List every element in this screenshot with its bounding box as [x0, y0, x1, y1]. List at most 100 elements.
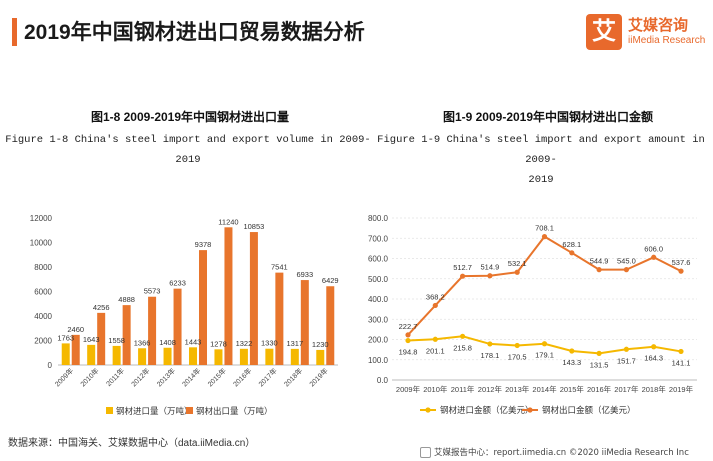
import-value-label: 1278 — [210, 339, 227, 348]
y-tick-label: 8000 — [34, 263, 52, 272]
x-tick-label: 2016年 — [587, 384, 612, 394]
y-tick-label: 800.0 — [368, 214, 389, 223]
logo-name-en: iiMedia Research — [628, 35, 706, 46]
export-bar — [300, 280, 309, 365]
export-value-label: 5573 — [144, 287, 161, 296]
export-amount-point — [623, 267, 630, 273]
export-amount-point — [678, 268, 684, 274]
export-amount-label: 708.1 — [535, 224, 554, 233]
import-value-label: 1408 — [159, 338, 176, 347]
export-value-label: 6429 — [322, 276, 339, 285]
import-amount-label: 178.1 — [481, 351, 500, 360]
line-chart-subtitle: Figure 1-9 China's steel import and expo… — [360, 130, 713, 190]
export-amount-point — [596, 267, 602, 273]
import-amount-point — [569, 348, 575, 354]
export-amount-point — [569, 250, 575, 256]
import-amount-point — [651, 344, 657, 350]
x-tick-label: 2019年 — [669, 384, 694, 394]
bar-chart-subtitle: Figure 1-8 China's steel import and expo… — [2, 130, 374, 170]
export-amount-point — [460, 273, 466, 279]
x-tick-label: 2015年 — [560, 384, 585, 394]
import-bar — [214, 349, 223, 365]
import-amount-label: 164.3 — [644, 354, 663, 363]
data-source: 数据来源：中国海关、艾媒数据中心（data.iiMedia.cn） — [8, 438, 256, 449]
export-amount-label: 628.1 — [562, 240, 581, 249]
legend-export-marker — [527, 407, 533, 413]
bar-chart-subtitle-line1: Figure 1-8 China's steel import and expo… — [5, 134, 371, 146]
y-tick-label: 10000 — [30, 239, 53, 248]
export-bar — [199, 250, 207, 365]
page-title: 2019年中国钢材进出口贸易数据分析 — [24, 21, 365, 44]
x-tick-label: 2009年 — [396, 384, 421, 394]
import-bar — [61, 343, 70, 365]
import-bar — [316, 349, 325, 365]
export-value-label: 6933 — [296, 270, 313, 279]
brand-logo: 艾 艾媒咨询 iiMedia Research — [586, 14, 706, 54]
export-bar — [275, 272, 284, 365]
export-value-label: 4888 — [118, 295, 135, 304]
import-amount-label: 131.5 — [590, 360, 609, 369]
export-amount-label: 532.1 — [508, 259, 527, 268]
import-value-label: 1322 — [236, 339, 253, 348]
x-tick-label: 2010年 — [423, 384, 448, 394]
import-bar — [265, 348, 274, 365]
export-amount-point — [541, 234, 548, 240]
import-value-label: 1558 — [108, 336, 125, 345]
import-amount-point — [405, 337, 411, 344]
x-tick-label: 2013年 — [505, 384, 530, 394]
export-value-label: 4256 — [93, 303, 110, 312]
x-tick-label: 2012年 — [478, 384, 503, 394]
y-tick-label: 2000 — [34, 337, 52, 346]
export-bar — [71, 334, 80, 365]
y-tick-label: 400.0 — [368, 295, 389, 304]
import-value-label: 1230 — [312, 340, 329, 349]
import-amount-point — [541, 341, 548, 347]
line-chart-title: 图1-9 2009-2019年中国钢材进出口金额 — [442, 110, 654, 124]
import-amount-point — [596, 350, 602, 356]
export-value-label: 10853 — [243, 222, 264, 231]
line-chart-subtitle-line2: 2019 — [528, 174, 554, 186]
legend-export-label: 钢材出口量（万吨） — [196, 406, 273, 416]
import-bar — [163, 347, 172, 365]
legend-export-swatch — [186, 407, 193, 414]
export-bar — [97, 312, 106, 365]
import-amount-point — [432, 336, 438, 342]
export-bar — [148, 296, 157, 365]
legend-export-label: 钢材出口金额（亿美元） — [542, 405, 636, 415]
import-amount-label: 194.8 — [399, 348, 418, 357]
export-amount-point — [487, 273, 493, 279]
legend-import-label: 钢材进口量（万吨） — [116, 406, 193, 416]
bar-chart-title: 图1-8 2009-2019年中国钢材进出口量 — [90, 110, 290, 124]
import-bar — [87, 344, 96, 365]
import-amount-point — [514, 342, 520, 349]
import-amount-point — [460, 333, 466, 339]
export-bar — [122, 305, 131, 365]
import-value-label: 1366 — [134, 338, 151, 347]
import-amount-point — [623, 346, 630, 352]
import-amount-label: 170.5 — [508, 352, 527, 361]
export-amount-label: 545.0 — [617, 257, 636, 266]
export-amount-label: 514.9 — [481, 263, 500, 272]
logo-icon: 艾 — [586, 14, 622, 50]
import-value-label: 1330 — [261, 339, 278, 348]
export-bar — [224, 227, 233, 365]
y-tick-label: 600.0 — [368, 255, 389, 264]
import-bar — [239, 348, 248, 365]
title-accent-bar — [12, 18, 17, 46]
bar-chart-subtitle-line2: 2019 — [175, 154, 201, 166]
import-value-label: 1763 — [57, 333, 74, 342]
import-amount-label: 143.3 — [562, 358, 581, 367]
export-value-label: 9378 — [195, 240, 212, 249]
import-amount-label: 215.8 — [453, 343, 472, 352]
y-tick-label: 100.0 — [368, 356, 389, 365]
export-bar — [326, 286, 335, 365]
y-tick-label: 700.0 — [368, 234, 389, 243]
import-amount-point — [487, 341, 493, 347]
export-amount-label: 512.7 — [453, 263, 472, 272]
y-tick-label: 12000 — [30, 214, 53, 223]
report-icon — [420, 447, 431, 458]
export-value-label: 7541 — [271, 263, 288, 272]
y-tick-label: 0 — [48, 361, 53, 370]
x-tick-label: 2011年 — [451, 384, 475, 394]
